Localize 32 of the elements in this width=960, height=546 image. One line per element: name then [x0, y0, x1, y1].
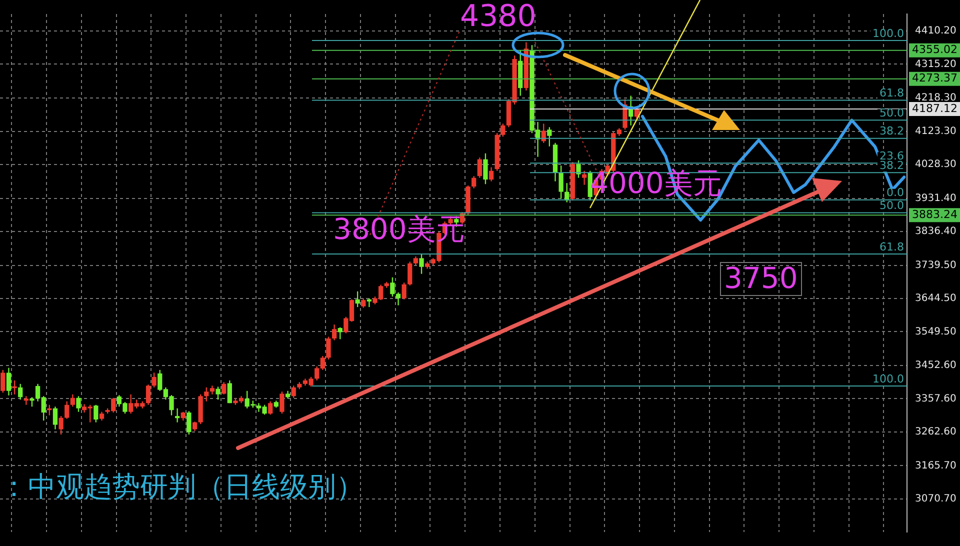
annotation: 100.0 — [872, 372, 904, 386]
y-tick-label: 3262.60 — [915, 426, 956, 438]
y-tick-label: 4315.20 — [915, 58, 956, 70]
annotation: 50.0 — [880, 199, 904, 212]
y-tick-label: 3739.50 — [915, 260, 956, 271]
annotation: ：中观趋势研判（日线级别） — [0, 470, 364, 503]
y-tick-label: 3836.40 — [915, 226, 956, 238]
ref-line-label: 4355.02 — [912, 43, 958, 56]
ref-line-label: 4273.37 — [912, 72, 958, 85]
y-tick-label: 3357.60 — [915, 393, 956, 404]
ref-line-label: 3883.24 — [912, 208, 958, 221]
y-tick-label: 4218.30 — [915, 92, 956, 104]
y-tick-label: 3644.50 — [915, 293, 956, 304]
annotation: 4380 — [460, 0, 536, 34]
y-tick-label: 3070.70 — [915, 494, 956, 505]
y-tick-label: 4410.20 — [915, 26, 956, 37]
annotation: 50.0 — [880, 106, 904, 120]
ref-line-label: 4187.12 — [912, 102, 958, 115]
annotation: 3750 — [720, 261, 802, 296]
annotation: 100.0 — [872, 26, 904, 40]
y-tick-label: 3931.40 — [915, 192, 956, 204]
y-tick-label: 3549.50 — [915, 326, 956, 338]
candlestick — [366, 298, 372, 308]
y-tick-label: 4028.30 — [915, 159, 956, 170]
annotation: 61.8 — [880, 240, 904, 254]
candlestick — [175, 408, 180, 422]
annotation: 61.8 — [880, 86, 904, 100]
annotation: 38.2 — [880, 124, 904, 138]
y-tick-label: 3165.70 — [915, 460, 956, 472]
y-tick-label: 3452.60 — [915, 360, 956, 372]
annotation: 0.0 — [886, 186, 904, 200]
y-tick-label: 4123.30 — [915, 126, 956, 137]
